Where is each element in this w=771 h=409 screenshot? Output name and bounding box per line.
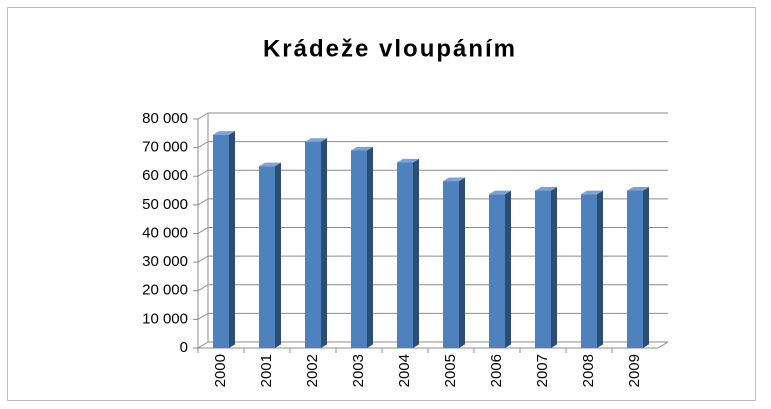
x-tick-label: 2007	[534, 354, 551, 387]
bar-side	[275, 162, 281, 348]
bar-side	[505, 190, 511, 348]
y-tick-label: 60 000	[142, 167, 188, 184]
bar	[213, 134, 229, 348]
bar	[305, 141, 321, 348]
y-tick-label: 50 000	[142, 196, 188, 213]
x-tick-label: 2004	[396, 354, 413, 387]
y-tick-label: 10 000	[142, 310, 188, 327]
x-tick-label: 2000	[212, 354, 229, 387]
bar-top	[443, 177, 465, 182]
bar	[443, 181, 459, 348]
bar-side	[367, 146, 373, 348]
bar	[627, 190, 643, 348]
grid-line	[197, 341, 209, 349]
bar-top	[213, 131, 235, 135]
bar	[259, 166, 275, 348]
bar	[581, 194, 597, 348]
y-tick-label: 20 000	[142, 282, 188, 299]
y-tick-label: 40 000	[142, 224, 188, 241]
bar	[397, 162, 413, 348]
bar-top	[397, 158, 419, 163]
x-tick-label: 2005	[442, 354, 459, 387]
chart-title: Krádeže vloupáním	[263, 35, 517, 62]
floor-edge	[657, 341, 669, 349]
x-tick-label: 2009	[626, 354, 643, 387]
bar-side	[597, 190, 603, 348]
x-tick-label: 2002	[304, 354, 321, 387]
bar	[535, 190, 551, 348]
y-tick-label: 80 000	[142, 110, 188, 127]
bar	[351, 150, 367, 348]
grid-line	[197, 255, 209, 263]
grid-line	[197, 169, 209, 177]
bar-top	[627, 186, 649, 191]
x-tick-label: 2008	[580, 354, 597, 387]
bar-side	[321, 138, 327, 348]
grid-line	[197, 141, 209, 149]
bar-side	[551, 186, 557, 348]
grid-line	[197, 284, 209, 292]
grid-line	[197, 112, 209, 120]
bar-top	[535, 186, 557, 191]
grid-line	[197, 198, 209, 206]
bar	[489, 194, 505, 348]
y-tick-label: 30 000	[142, 253, 188, 270]
bar-top	[259, 162, 281, 167]
bar-top	[305, 138, 327, 142]
grid-line	[197, 227, 209, 234]
grid-line	[197, 312, 209, 320]
bar-top	[351, 146, 373, 151]
bar-side	[229, 131, 235, 348]
bar-side	[413, 158, 419, 348]
bar-side	[643, 186, 649, 348]
bar-top	[581, 190, 603, 195]
bar-top	[489, 190, 511, 195]
x-tick-label: 2001	[258, 354, 275, 387]
bar-side	[459, 177, 465, 348]
x-tick-label: 2003	[350, 354, 367, 387]
y-tick-label: 70 000	[142, 139, 188, 156]
y-tick-label: 0	[180, 339, 188, 356]
x-tick-label: 2006	[488, 354, 505, 387]
